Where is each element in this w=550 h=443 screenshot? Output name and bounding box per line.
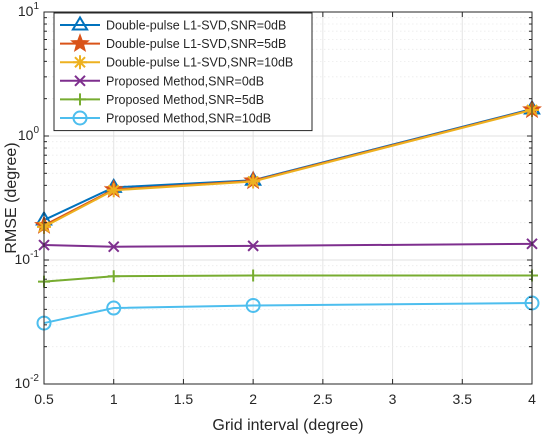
tick-layer: 0.5 1 1.5 2 2.5 3 3.5 4 101 100 10-1 10-2	[15, 1, 537, 407]
x-tick-label: 3	[389, 391, 397, 407]
legend-label: Double-pulse L1-SVD,SNR=0dB	[106, 19, 286, 33]
legend-entry: Double-pulse L1-SVD,SNR=10dB	[60, 55, 293, 70]
x-tick-label: 1.5	[174, 391, 194, 407]
legend-label: Proposed Method,SNR=5dB	[106, 93, 264, 107]
legend-marker	[70, 33, 90, 53]
legend-label: Proposed Method,SNR=0dB	[106, 74, 264, 88]
legend-marker	[74, 75, 86, 87]
series-line	[43, 302, 533, 325]
legend-label: Double-pulse L1-SVD,SNR=5dB	[106, 37, 286, 51]
plot-frame	[43, 11, 533, 385]
legend-entry: Double-pulse L1-SVD,SNR=0dB	[60, 15, 286, 33]
series-line	[43, 274, 532, 283]
legend-marker	[73, 55, 87, 70]
legend-box	[53, 12, 313, 132]
legend-marker	[72, 110, 88, 126]
x-tick-label: 0.5	[34, 391, 54, 407]
legend-marker	[74, 93, 86, 106]
data-point	[106, 300, 122, 316]
legend-entry: Proposed Method,SNR=5dB	[60, 93, 264, 107]
legend-label: Proposed Method,SNR=10dB	[106, 112, 271, 126]
series-layer	[34, 99, 542, 331]
y-tick-label: 101	[18, 1, 40, 19]
data-point	[246, 174, 261, 189]
y-tick-label: 10-1	[15, 249, 40, 267]
data-point	[247, 269, 260, 282]
x-tick-label: 2	[249, 391, 257, 407]
data-point	[107, 270, 120, 283]
series-line	[43, 242, 533, 248]
y-tick-label: 10-2	[15, 373, 40, 391]
x-tick-label: 1	[110, 391, 118, 407]
legend-entry: Double-pulse L1-SVD,SNR=5dB	[60, 33, 286, 53]
y-axis-label: RMSE (degree)	[3, 142, 20, 253]
legend-entry: Proposed Method,SNR=10dB	[60, 110, 271, 126]
x-tick-label: 2.5	[313, 391, 333, 407]
x-tick-label: 3.5	[453, 391, 473, 407]
y-tick-label: 100	[18, 125, 40, 143]
legend-marker	[71, 15, 89, 31]
data-point	[106, 183, 121, 198]
legend: Double-pulse L1-SVD,SNR=0dB Double-pulse …	[53, 12, 313, 132]
series-line	[43, 109, 533, 228]
data-point	[108, 240, 120, 253]
data-point	[247, 240, 259, 252]
legend-label: Double-pulse L1-SVD,SNR=10dB	[106, 56, 293, 70]
data-point	[245, 297, 261, 313]
legend-entry: Proposed Method,SNR=0dB	[60, 74, 264, 88]
x-tick-label: 4	[528, 391, 536, 407]
x-axis-label: Grid interval (degree)	[212, 417, 363, 434]
